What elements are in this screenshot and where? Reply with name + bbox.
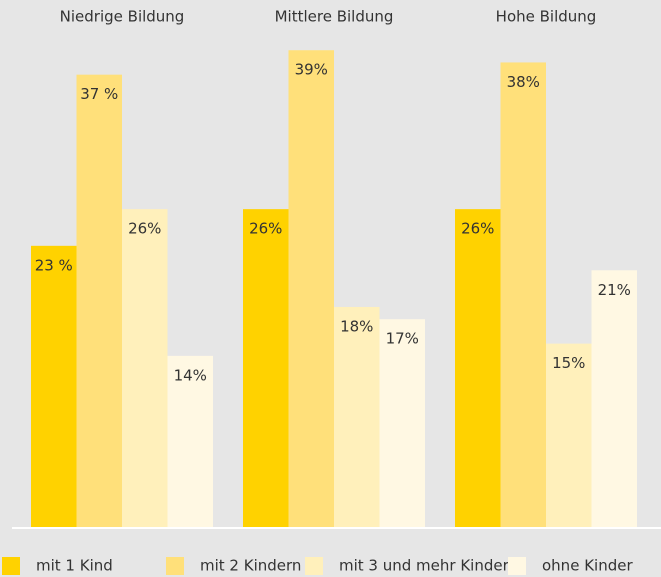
bar — [455, 209, 501, 527]
value-label: 38% — [507, 73, 540, 91]
legend-swatch — [305, 557, 323, 575]
value-label: 37 % — [80, 85, 118, 103]
legend-swatch — [166, 557, 184, 575]
value-label: 15% — [552, 354, 585, 372]
legend-label: mit 2 Kindern — [200, 557, 301, 575]
category-label: Mittlere Bildung — [275, 8, 394, 26]
category-label: Hohe Bildung — [496, 8, 597, 26]
legend-label: ohne Kinder — [542, 557, 633, 575]
bar — [243, 209, 289, 527]
bar — [500, 62, 546, 527]
value-label: 26% — [461, 220, 494, 238]
legend-swatch — [508, 557, 526, 575]
bar — [76, 74, 122, 528]
bar — [122, 209, 168, 527]
value-label: 26% — [128, 220, 161, 238]
bar — [288, 50, 334, 527]
value-label: 17% — [386, 330, 419, 348]
bar — [379, 319, 425, 527]
bar — [334, 306, 380, 527]
value-label: 23 % — [35, 256, 73, 274]
bar — [31, 245, 77, 527]
legend-label: mit 3 und mehr Kindern — [339, 557, 518, 575]
bar — [591, 270, 637, 527]
bar — [167, 355, 213, 527]
value-label: 14% — [174, 366, 207, 384]
category-label: Niedrige Bildung — [60, 8, 185, 26]
bar — [546, 343, 592, 527]
legend-label: mit 1 Kind — [36, 557, 113, 575]
value-label: 39% — [295, 61, 328, 79]
value-label: 21% — [598, 281, 631, 299]
legend-swatch — [2, 557, 20, 575]
value-label: 26% — [249, 220, 282, 238]
value-label: 18% — [340, 317, 373, 335]
